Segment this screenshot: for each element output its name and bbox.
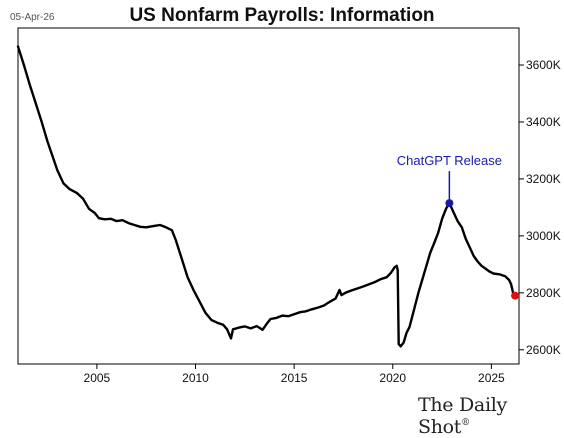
y-tick-label: 3000K [526,229,561,243]
x-axis: 2005 2010 2015 2020 2025 [84,364,505,385]
x-tick-label: 2015 [281,371,308,385]
brand-text: The Daily Shot [418,394,507,438]
y-tick-label: 3200K [526,172,561,186]
brand-logo: The Daily Shot® [418,394,564,438]
y-tick-label: 2600K [526,343,561,357]
x-tick-label: 2005 [84,371,111,385]
last-point-marker [511,291,520,300]
series-line [16,45,517,348]
annotation-marker [445,199,454,208]
y-axis: 2600K 2800K 3000K 3200K 3400K 3600K [519,58,561,357]
annotations: ChatGPT Release [397,153,502,208]
plot-frame [17,27,520,365]
x-tick-label: 2010 [182,371,209,385]
brand-mark: ® [461,418,470,428]
y-tick-label: 2800K [526,286,561,300]
y-tick-label: 3400K [526,115,561,129]
date-stamp: 05-Apr-26 [10,12,55,23]
y-tick-label: 3600K [526,58,561,72]
x-tick-label: 2020 [379,371,406,385]
x-tick-label: 2025 [478,371,505,385]
chart-title: US Nonfarm Payrolls: Information [129,5,435,26]
annotation-label: ChatGPT Release [397,153,502,168]
